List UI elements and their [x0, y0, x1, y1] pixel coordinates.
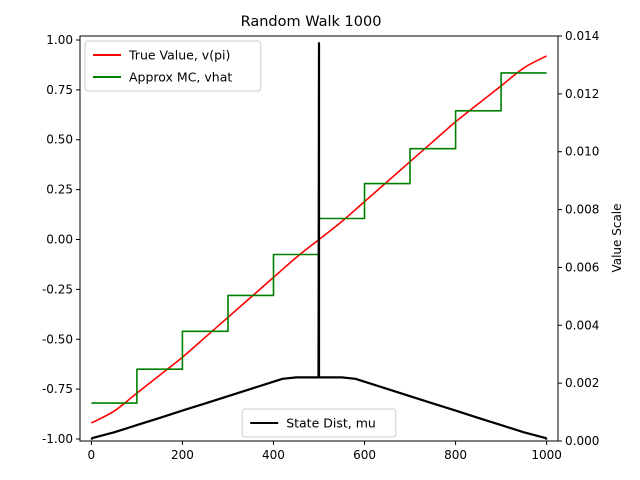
- y-tick-label: 0.25: [46, 183, 73, 197]
- legend-box: [84, 40, 262, 92]
- y-tick-label: -0.75: [42, 382, 73, 396]
- x-tick-label: 600: [353, 448, 376, 462]
- y2-tick-label: 0.002: [565, 376, 599, 390]
- series-line-2: [90, 42, 548, 441]
- y-tick-label: 0.50: [46, 133, 73, 147]
- y2-axis-label: Value Scale: [610, 203, 624, 272]
- y-tick-label: 0.00: [46, 232, 73, 246]
- legend-label: State Dist, mu: [286, 416, 376, 431]
- y2-tick-label: 0.004: [565, 318, 599, 332]
- chart-title: Random Walk 1000: [241, 14, 382, 30]
- y2-tick-label: 0.014: [565, 29, 599, 43]
- plot-frame: [79, 35, 559, 442]
- legend-label: True Value, v(pi): [128, 48, 230, 63]
- y-tick-label: 0.75: [46, 83, 73, 97]
- y2-tick-label: 0.008: [565, 203, 599, 217]
- y-tick-label: -0.50: [42, 332, 73, 346]
- y-tick-label: -0.25: [42, 282, 73, 296]
- x-tick-label: 0: [88, 448, 96, 462]
- legend-box: [241, 408, 397, 438]
- x-tick-label: 800: [444, 448, 467, 462]
- x-tick-label: 200: [171, 448, 194, 462]
- y-tick-label: -1.00: [42, 432, 73, 446]
- legend-label: Approx MC, vhat: [129, 70, 232, 85]
- y2-tick-label: 0.010: [565, 145, 599, 159]
- x-tick-label: 1000: [531, 448, 562, 462]
- y2-tick-label: 0.012: [565, 87, 599, 101]
- y-tick-label: 1.00: [46, 33, 73, 47]
- x-tick-label: 400: [262, 448, 285, 462]
- y2-tick-label: 0.006: [565, 260, 599, 274]
- y2-tick-label: 0.000: [565, 434, 599, 448]
